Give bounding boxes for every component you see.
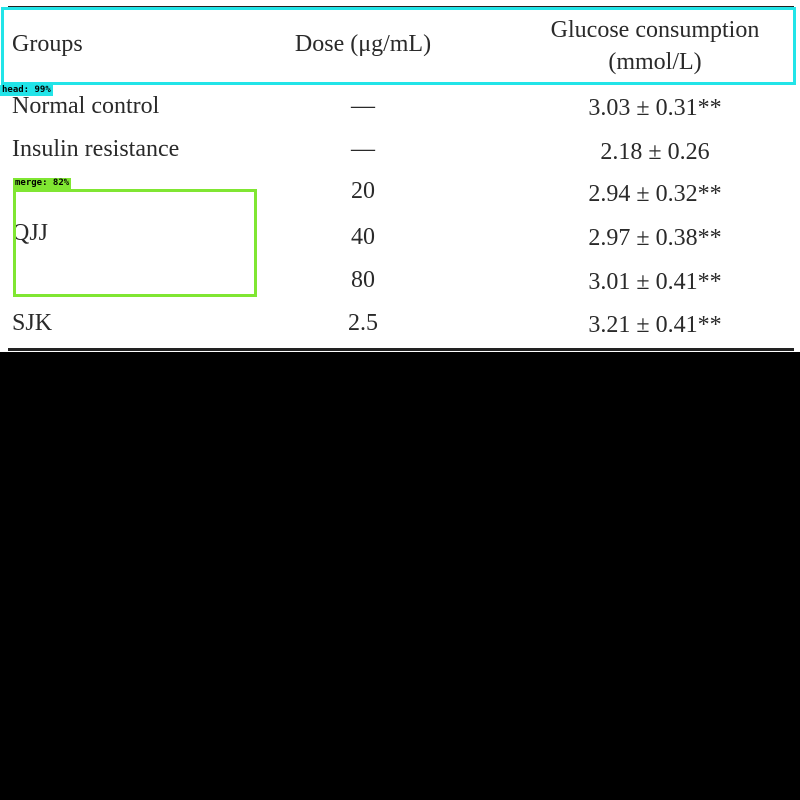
row-dose: — [351, 93, 375, 119]
row-value: 2.97 ± 0.38** [588, 225, 722, 251]
header-glucose-line2: (mmol/L) [608, 49, 702, 75]
header-groups: Groups [12, 31, 83, 57]
header-glucose-line1: Glucose consumption [550, 17, 760, 43]
head-detection-label: head: 99% [0, 85, 53, 96]
merge-detection-label: merge: 82% [13, 178, 72, 189]
row-group: Insulin resistance [12, 136, 180, 162]
row-group: QJJ [12, 220, 49, 246]
row-value: 3.01 ± 0.41** [588, 269, 722, 295]
row-dose: — [351, 136, 375, 162]
row-value: 2.18 ± 0.26 [600, 139, 710, 165]
row-value: 2.94 ± 0.32** [588, 181, 722, 207]
row-dose: 40 [351, 224, 375, 250]
row-dose: 80 [351, 267, 375, 293]
row-group: SJK [12, 310, 53, 336]
merge-detection-box [13, 189, 257, 297]
row-group: Normal control [12, 93, 160, 119]
header-glucose: Glucose consumption (mmol/L) [551, 14, 760, 78]
document-table-image: Groups Dose (μg/mL) Glucose consumption … [0, 0, 800, 352]
row-dose: 20 [351, 178, 375, 204]
table-bottom-rule [8, 348, 794, 351]
row-value: 3.21 ± 0.41** [588, 312, 722, 338]
head-detection-box [1, 7, 796, 85]
row-value: 3.03 ± 0.31** [588, 95, 722, 121]
header-dose: Dose (μg/mL) [294, 31, 432, 57]
row-dose: 2.5 [348, 310, 378, 336]
